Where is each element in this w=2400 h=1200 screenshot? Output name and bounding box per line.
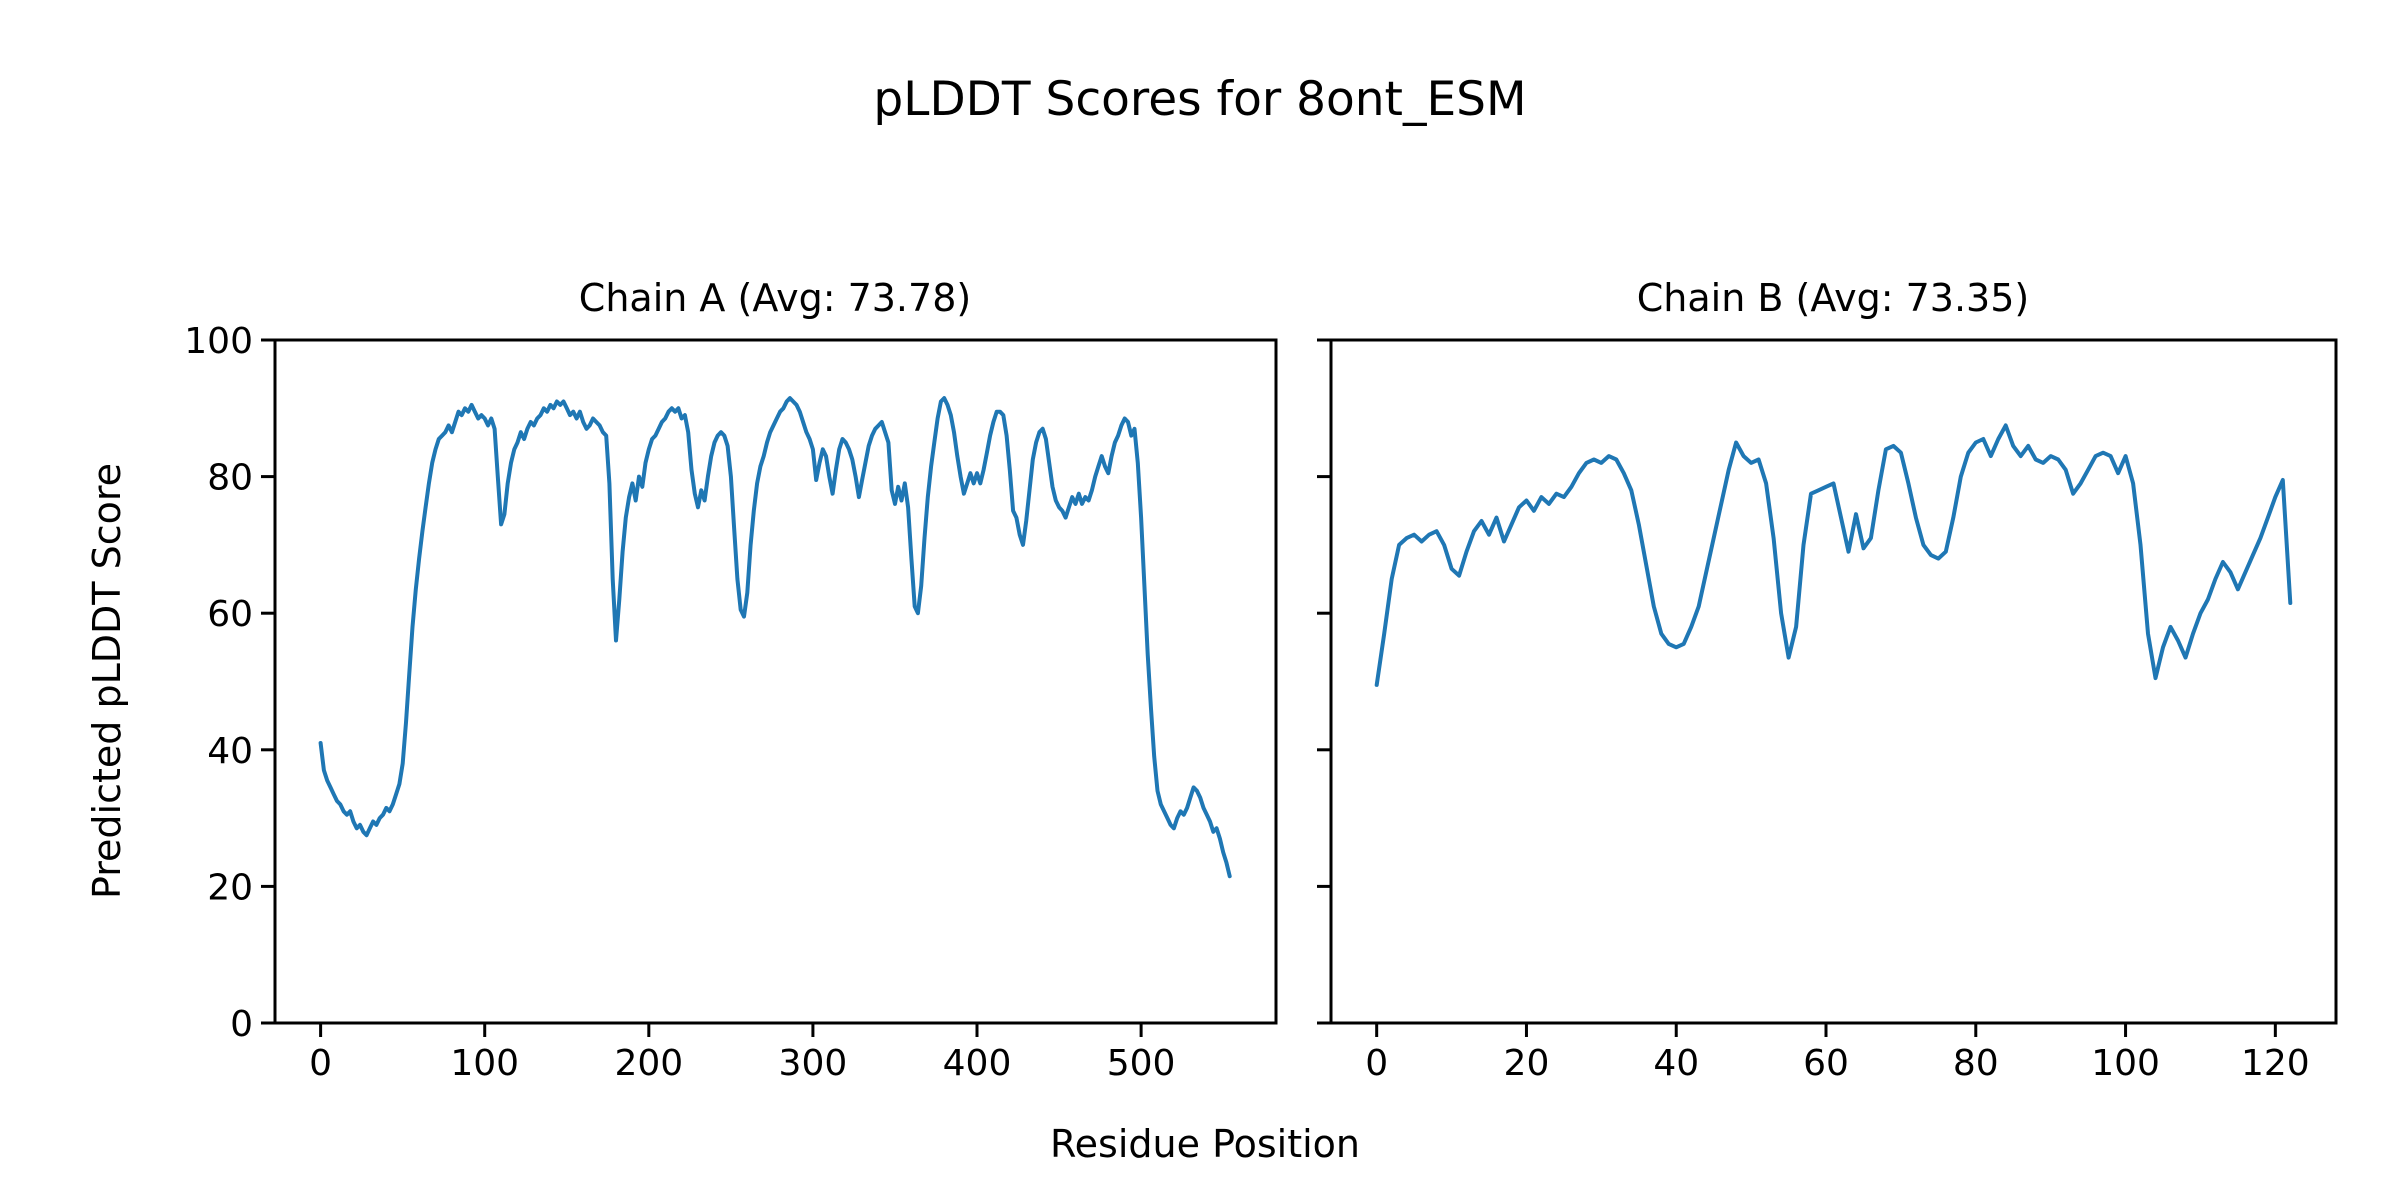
plot-frame-chain-b xyxy=(1329,338,2338,1025)
x-tick-label-chain-a: 0 xyxy=(309,1043,332,1084)
x-tick-label-chain-b: 0 xyxy=(1365,1043,1388,1084)
y-axis-label: Predicted pLDDT Score xyxy=(85,463,129,899)
series-line-chain-a xyxy=(318,396,1232,879)
x-tick-label-chain-b: 120 xyxy=(2241,1043,2310,1084)
x-tick-label-chain-a: 200 xyxy=(614,1043,683,1084)
chain-b-title: Chain B (Avg: 73.35) xyxy=(1636,276,2030,320)
y-tick-label-chain-a: 40 xyxy=(207,731,253,772)
y-tick-label-chain-a: 80 xyxy=(207,458,253,499)
chain-a-title: Chain A (Avg: 73.78) xyxy=(578,276,972,320)
x-tick-label-chain-a: 500 xyxy=(1107,1043,1176,1084)
y-tick-label-chain-a: 60 xyxy=(207,594,253,635)
x-tick-label-chain-a: 100 xyxy=(450,1043,519,1084)
y-tick-label-chain-a: 0 xyxy=(230,1004,253,1045)
plot-frame-chain-a xyxy=(273,338,1278,1025)
y-tick-label-chain-a: 20 xyxy=(207,867,253,908)
series-line-chain-b xyxy=(1374,423,2293,687)
x-axis-label: Residue Position xyxy=(1049,1122,1361,1166)
x-tick-label-chain-b: 80 xyxy=(1953,1043,1999,1084)
x-tick-label-chain-b: 60 xyxy=(1803,1043,1849,1084)
x-tick-label-chain-a: 300 xyxy=(779,1043,848,1084)
figure-title: pLDDT Scores for 8ont_ESM xyxy=(873,72,1527,127)
x-tick-label-chain-b: 40 xyxy=(1653,1043,1699,1084)
x-tick-label-chain-b: 20 xyxy=(1504,1043,1550,1084)
x-tick-label-chain-a: 400 xyxy=(943,1043,1012,1084)
x-tick-label-chain-b: 100 xyxy=(2091,1043,2160,1084)
y-tick-label-chain-a: 100 xyxy=(184,321,253,362)
